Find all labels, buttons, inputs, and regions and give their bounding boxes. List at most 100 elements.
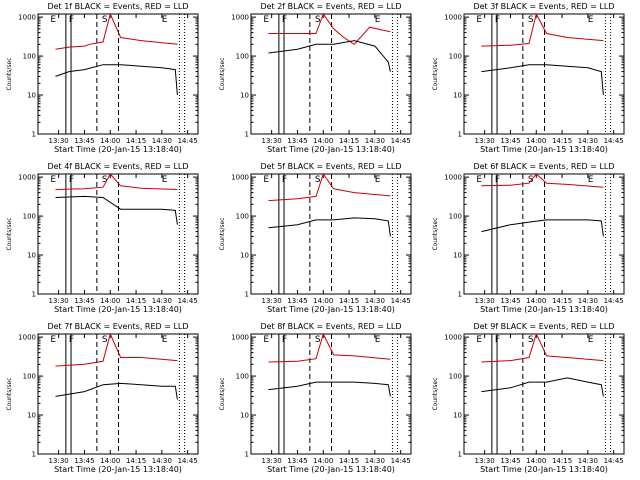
events-series-line [481,64,604,96]
x-tick-label: 13:30 [49,457,69,465]
x-axis-label: Start Time (20-Jan-15 13:18:40) [267,305,395,314]
time-marker-label: F [495,175,500,185]
time-marker-label: E [50,335,56,345]
chart-panel-9: Det 9f BLACK = Events, RED = LLD 1 10 100 10… [432,322,625,474]
plot-frame [463,173,625,295]
time-marker-label: F [495,335,500,345]
time-marker-label: E [162,335,168,345]
x-tick-label: 14:15 [126,137,146,145]
time-marker-label: F [69,175,74,185]
y-tick-label: 10 [27,252,36,260]
x-tick-label: 14:30 [578,457,598,465]
x-tick-label: 14:00 [526,457,546,465]
chart-panel-3: Det 3f BLACK = Events, RED = LLD 1 10 100 10… [432,2,625,154]
y-axis-label: Counts/sec [432,377,439,410]
y-tick-label: 10 [27,92,36,100]
chart-panel-7: Det 7f BLACK = Events, RED = LLD 1 10 100 10… [6,322,199,474]
y-tick-label: 100 [23,53,36,61]
y-tick-label: 1000 [18,14,36,22]
y-tick-label: 10 [240,252,249,260]
plot-frame [37,333,199,455]
x-tick-label: 13:45 [500,457,520,465]
x-tick-label: 14:00 [100,297,120,305]
x-axis-label: Start Time (20-Jan-15 13:18:40) [480,465,608,474]
lld-series-line [481,14,604,47]
events-series-line [55,382,178,400]
time-marker-label: E [476,175,482,185]
time-marker-label: S [528,15,534,25]
y-axis-label: Counts/sec [219,217,226,250]
time-marker-label: S [528,335,534,345]
chart-title: Det 2f BLACK = Events, RED = LLD [260,2,401,11]
time-marker-label: E [263,175,269,185]
events-series-line [268,40,391,72]
y-axis-label: Counts/sec [6,57,13,90]
lld-series-line [268,14,391,45]
y-tick-label: 1 [32,291,36,299]
chart-panel-8: Det 8f BLACK = Events, RED = LLD 1 10 100 10… [219,322,412,474]
events-series-line [268,381,391,397]
time-marker-label: F [282,335,287,345]
x-tick-label: 14:45 [604,297,624,305]
x-tick-label: 13:30 [475,297,495,305]
time-marker-label: S [102,15,108,25]
lld-series-line [55,334,178,367]
x-tick-label: 13:45 [500,297,520,305]
y-tick-label: 100 [236,213,249,221]
time-marker-label: S [315,175,321,185]
lld-series-line [268,174,391,202]
time-marker-label: S [315,335,321,345]
x-tick-label: 13:45 [287,137,307,145]
y-tick-label: 10 [453,412,462,420]
time-marker-label: E [375,15,381,25]
x-tick-label: 14:30 [578,297,598,305]
chart-title: Det 1f BLACK = Events, RED = LLD [47,2,188,11]
x-tick-label: 13:30 [49,137,69,145]
x-axis-label: Start Time (20-Jan-15 13:18:40) [54,145,182,154]
x-tick-label: 14:00 [313,457,333,465]
x-tick-label: 14:15 [552,457,572,465]
x-tick-label: 14:30 [578,137,598,145]
y-tick-label: 10 [240,92,249,100]
lld-series-line [55,14,178,50]
y-tick-label: 1000 [444,14,462,22]
x-tick-label: 14:30 [152,137,172,145]
x-tick-label: 13:45 [74,457,94,465]
y-tick-label: 10 [453,252,462,260]
time-marker-label: S [315,15,321,25]
events-series-line [481,219,604,237]
x-tick-label: 14:45 [391,137,411,145]
y-tick-label: 1 [245,291,249,299]
y-axis-label: Counts/sec [219,57,226,90]
y-axis-label: Counts/sec [219,377,226,410]
x-tick-label: 13:30 [475,137,495,145]
y-tick-label: 100 [23,213,36,221]
x-tick-label: 14:45 [604,457,624,465]
y-tick-label: 1 [32,451,36,459]
plot-frame [37,173,199,295]
x-tick-label: 13:30 [49,297,69,305]
x-tick-label: 14:30 [365,297,385,305]
chart-panel-2: Det 2f BLACK = Events, RED = LLD 1 10 100 10… [219,2,412,154]
y-tick-label: 1 [458,291,462,299]
y-tick-label: 1 [32,131,36,139]
time-marker-label: E [162,15,168,25]
time-marker-label: E [50,15,56,25]
x-tick-label: 13:45 [500,137,520,145]
plot-frame [250,13,412,135]
time-marker-label: E [476,335,482,345]
y-tick-label: 10 [240,412,249,420]
time-marker-label: E [588,175,594,185]
chart-title: Det 7f BLACK = Events, RED = LLD [47,322,188,331]
chart-title: Det 8f BLACK = Events, RED = LLD [260,322,401,331]
events-series-line [268,217,391,237]
chart-title: Det 5f BLACK = Events, RED = LLD [260,162,401,171]
x-tick-label: 13:45 [287,457,307,465]
chart-title: Det 4f BLACK = Events, RED = LLD [47,162,188,171]
y-tick-label: 1 [458,451,462,459]
time-marker-label: E [375,175,381,185]
x-tick-label: 14:30 [365,457,385,465]
x-axis-label: Start Time (20-Jan-15 13:18:40) [54,305,182,314]
chart-panel-4: Det 4f BLACK = Events, RED = LLD 1 10 100 10… [6,162,199,314]
x-axis-label: Start Time (20-Jan-15 13:18:40) [267,145,395,154]
